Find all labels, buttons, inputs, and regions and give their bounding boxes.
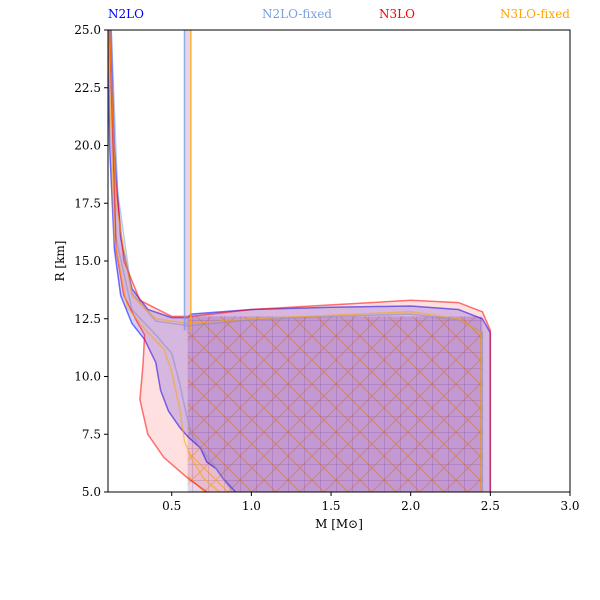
- x-tick-label: 1.5: [321, 499, 340, 513]
- y-tick-label: 10.0: [74, 370, 101, 384]
- outer-curve-n3lo-fixed: [108, 30, 482, 492]
- outer-curve-n3lo: [108, 30, 492, 492]
- y-tick-label: 12.5: [74, 312, 101, 326]
- legend: N2LO N2LO-fixed N3LO N3LO-fixed: [108, 7, 570, 21]
- x-tick-label: 0.5: [162, 499, 181, 513]
- band-n2lo: [108, 30, 491, 492]
- y-tick-label: 15.0: [74, 254, 101, 268]
- vertical-band: [184, 30, 191, 331]
- y-axis-label: R [km]: [53, 241, 67, 282]
- legend-entry-n2lo-fixed: N2LO-fixed: [262, 7, 332, 21]
- x-tick-label: 2.0: [401, 499, 420, 513]
- inner-curve-n2lo: [108, 30, 236, 492]
- y-tick-label: 25.0: [74, 23, 101, 37]
- x-tick-label: 3.0: [560, 499, 579, 513]
- hatched-region-cross: [187, 316, 483, 492]
- y-tick-label: 5.0: [82, 485, 101, 499]
- y-tick-label: 22.5: [74, 81, 101, 95]
- inner-curve-n2lo-fixed: [108, 30, 233, 492]
- plot-area: [108, 30, 492, 492]
- inner-curve-n3lo: [108, 30, 208, 492]
- x-axis-label: M [M⊙]: [315, 517, 363, 531]
- legend-entry-n3lo: N3LO: [379, 7, 415, 21]
- legend-entry-n3lo-fixed: N3LO-fixed: [500, 7, 570, 21]
- legend-entry-n2lo: N2LO: [108, 7, 144, 21]
- x-tick-label: 2.5: [481, 499, 500, 513]
- y-tick-label: 7.5: [82, 427, 101, 441]
- inner-curve-n3lo-fixed: [108, 30, 220, 492]
- band-n3lo: [109, 30, 491, 492]
- y-tick-label: 20.0: [74, 139, 101, 153]
- x-axis: 0.5 1.0 1.5 2.0 2.5 3.0: [162, 492, 580, 513]
- y-tick-label: 17.5: [74, 196, 101, 210]
- y-axis: 5.0 7.5 10.0 12.5 15.0 17.5 20.0 22.5 25.0: [74, 23, 108, 499]
- x-tick-label: 1.0: [242, 499, 261, 513]
